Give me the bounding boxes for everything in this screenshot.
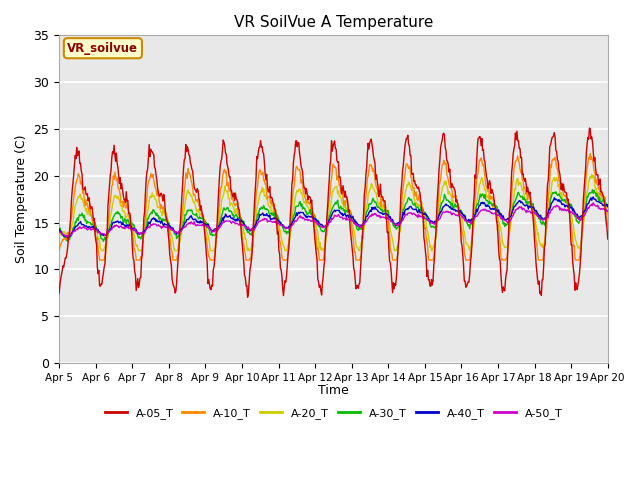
A-05_T <box>244 294 252 300</box>
A-30_T <box>604 204 612 209</box>
A-20_T <box>401 193 408 199</box>
A-30_T <box>178 227 186 232</box>
A-30_T <box>417 204 425 210</box>
A-30_T <box>122 220 130 226</box>
A-05_T <box>65 234 73 240</box>
A-50_T <box>589 200 597 206</box>
A-20_T <box>588 172 596 178</box>
A-05_T <box>55 290 63 296</box>
A-50_T <box>417 214 425 220</box>
A-20_T <box>207 248 215 253</box>
A-05_T <box>604 236 612 242</box>
A-05_T <box>122 200 129 205</box>
A-05_T <box>586 125 593 131</box>
A-10_T <box>65 229 73 235</box>
A-30_T <box>401 204 408 209</box>
A-10_T <box>96 257 104 263</box>
A-10_T <box>122 205 130 211</box>
A-20_T <box>65 231 73 237</box>
A-10_T <box>55 248 63 253</box>
A-30_T <box>66 236 74 241</box>
X-axis label: Time: Time <box>318 384 349 397</box>
Y-axis label: Soil Temperature (C): Soil Temperature (C) <box>15 135 28 264</box>
A-50_T <box>66 231 74 237</box>
Line: A-05_T: A-05_T <box>59 128 608 297</box>
A-20_T <box>417 203 425 208</box>
A-40_T <box>66 232 74 238</box>
A-40_T <box>207 227 215 233</box>
Line: A-30_T: A-30_T <box>59 190 608 241</box>
A-30_T <box>207 232 215 238</box>
A-20_T <box>55 234 63 240</box>
A-50_T <box>55 229 63 235</box>
A-20_T <box>122 215 130 220</box>
A-50_T <box>207 227 215 233</box>
Text: VR_soilvue: VR_soilvue <box>67 42 138 55</box>
A-40_T <box>55 227 63 232</box>
A-10_T <box>178 212 186 218</box>
A-05_T <box>401 144 408 150</box>
A-30_T <box>64 239 72 244</box>
Legend: A-05_T, A-10_T, A-20_T, A-30_T, A-40_T, A-50_T: A-05_T, A-10_T, A-20_T, A-30_T, A-40_T, … <box>100 403 567 423</box>
A-30_T <box>55 227 63 233</box>
Line: A-20_T: A-20_T <box>59 175 608 251</box>
A-05_T <box>417 198 425 204</box>
Line: A-50_T: A-50_T <box>59 203 608 237</box>
A-40_T <box>122 222 130 228</box>
A-50_T <box>122 225 130 230</box>
Title: VR SoilVue A Temperature: VR SoilVue A Temperature <box>234 15 433 30</box>
A-50_T <box>401 214 408 219</box>
A-05_T <box>206 286 214 292</box>
A-30_T <box>589 187 596 192</box>
A-20_T <box>604 210 612 216</box>
A-10_T <box>401 173 408 179</box>
A-20_T <box>178 221 186 227</box>
A-40_T <box>178 226 186 231</box>
A-05_T <box>177 204 185 210</box>
A-50_T <box>604 208 612 214</box>
A-50_T <box>178 227 186 233</box>
A-40_T <box>64 235 72 241</box>
A-10_T <box>417 198 425 204</box>
A-40_T <box>604 204 612 210</box>
A-10_T <box>207 257 215 263</box>
A-10_T <box>604 223 612 229</box>
Line: A-10_T: A-10_T <box>59 154 608 260</box>
A-10_T <box>586 151 594 156</box>
A-20_T <box>98 248 106 253</box>
Line: A-40_T: A-40_T <box>59 197 608 238</box>
A-40_T <box>589 194 597 200</box>
A-50_T <box>63 234 70 240</box>
A-40_T <box>401 208 408 214</box>
A-40_T <box>417 210 425 216</box>
